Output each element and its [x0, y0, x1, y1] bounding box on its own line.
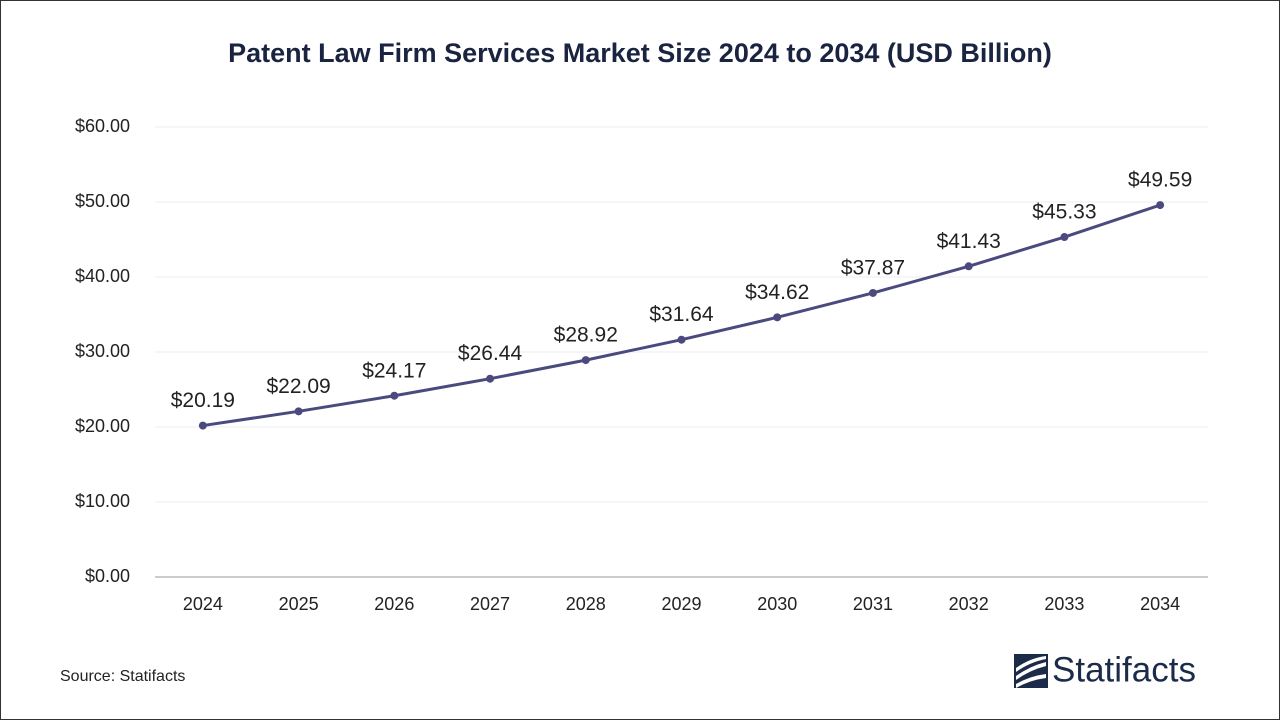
- point: [582, 356, 590, 364]
- y-tick-label: $30.00: [75, 341, 130, 361]
- value-label: $34.62: [745, 281, 809, 304]
- y-tick-label: $50.00: [75, 191, 130, 211]
- value-label: $20.19: [171, 389, 235, 412]
- x-tick-label: 2025: [279, 594, 319, 614]
- y-tick-label: $20.00: [75, 416, 130, 436]
- point: [1156, 201, 1164, 209]
- y-tick-label: $10.00: [75, 491, 130, 511]
- value-label: $41.43: [937, 230, 1001, 253]
- chart-title: Patent Law Firm Services Market Size 202…: [228, 38, 1052, 68]
- x-tick-label: 2030: [757, 594, 797, 614]
- x-tick-label: 2026: [374, 594, 414, 614]
- value-label: $24.17: [362, 359, 426, 382]
- point: [199, 422, 207, 430]
- value-label: $49.59: [1128, 169, 1192, 192]
- x-tick-label: 2033: [1044, 594, 1084, 614]
- value-label: $28.92: [554, 324, 618, 347]
- x-tick-label: 2028: [566, 594, 606, 614]
- y-tick-label: $60.00: [75, 116, 130, 136]
- value-label: $37.87: [841, 257, 905, 280]
- value-label: $22.09: [266, 375, 330, 398]
- brand: Statifacts: [1052, 650, 1196, 689]
- y-tick-label: $0.00: [85, 566, 130, 586]
- logo-icon: [1014, 654, 1048, 688]
- y-tick-label: $40.00: [75, 266, 130, 286]
- value-label: $26.44: [458, 342, 523, 365]
- x-tick-label: 2024: [183, 594, 223, 614]
- value-label: $31.64: [649, 303, 714, 326]
- point: [678, 336, 686, 344]
- x-tick-label: 2029: [661, 594, 701, 614]
- point: [1060, 233, 1068, 241]
- point: [295, 407, 303, 415]
- point: [965, 262, 973, 270]
- x-tick-label: 2034: [1140, 594, 1180, 614]
- point: [869, 289, 877, 297]
- source: Source: Statifacts: [60, 668, 185, 685]
- point: [486, 375, 494, 383]
- x-tick-label: 2032: [949, 594, 989, 614]
- value-label: $45.33: [1032, 201, 1096, 224]
- x-tick-label: 2031: [853, 594, 893, 614]
- point: [773, 313, 781, 321]
- point: [390, 392, 398, 400]
- x-tick-label: 2027: [470, 594, 510, 614]
